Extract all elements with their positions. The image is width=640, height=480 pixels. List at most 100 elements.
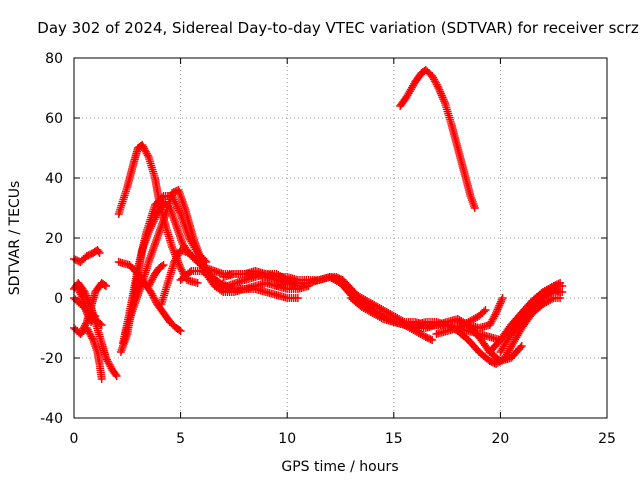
data-point: [177, 265, 186, 274]
data-point: [489, 314, 498, 323]
data-point: [168, 243, 177, 251]
data-marks: [70, 66, 567, 383]
y-axis-label: SDTVAR / TECUs: [7, 181, 23, 296]
y-tick-label: 60: [45, 111, 63, 127]
data-point: [138, 141, 147, 149]
data-point: [100, 281, 109, 289]
data-point: [430, 75, 439, 84]
data-point: [78, 326, 87, 335]
data-point: [428, 336, 437, 344]
data-point: [547, 283, 556, 291]
data-point: [105, 360, 114, 369]
data-point: [95, 249, 104, 257]
data-point: [97, 375, 106, 383]
data-point: [146, 288, 155, 296]
data-point: [74, 285, 83, 293]
data-point: [75, 286, 84, 295]
y-tick-label: -20: [40, 351, 63, 367]
data-point: [159, 261, 168, 269]
data-point: [168, 244, 177, 253]
data-point: [149, 293, 158, 302]
data-point: [439, 95, 448, 104]
y-tick-label: -40: [40, 411, 63, 427]
data-point: [440, 97, 449, 106]
y-tick-label: 80: [45, 51, 63, 67]
data-point: [94, 247, 103, 256]
data-point: [86, 330, 95, 339]
series-track-18: [272, 273, 437, 344]
data-point: [154, 208, 163, 217]
data-point: [172, 201, 181, 209]
x-tick-label: 10: [278, 431, 296, 447]
data-point: [517, 342, 526, 350]
data-point: [487, 317, 496, 326]
data-point: [436, 87, 445, 96]
data-point: [171, 256, 180, 265]
data-point: [158, 262, 167, 270]
data-point: [178, 267, 187, 276]
data-point: [112, 372, 121, 380]
data-point: [149, 273, 158, 282]
data-point: [85, 329, 94, 338]
data-point: [217, 286, 226, 295]
data-point: [97, 321, 106, 329]
data-point: [147, 276, 156, 285]
data-point: [75, 288, 84, 297]
data-point: [173, 251, 182, 260]
data-point: [106, 362, 115, 371]
data-point: [492, 309, 501, 317]
data-point: [77, 328, 86, 337]
data-point: [76, 330, 85, 338]
data-point: [436, 89, 445, 98]
axis-ticks: 0 5 10 15 20 25 -40 -20 0 20 40 60 80: [40, 51, 616, 447]
data-point: [141, 147, 150, 156]
data-point: [432, 80, 441, 89]
data-point: [83, 310, 92, 319]
series-track-6: [74, 285, 100, 326]
data-point: [90, 313, 99, 322]
data-point: [185, 268, 194, 277]
data-point: [80, 321, 89, 330]
data-point: [175, 262, 184, 271]
x-tick-label: 5: [176, 431, 185, 447]
data-point: [516, 343, 525, 352]
y-tick-label: 40: [45, 171, 63, 187]
data-point: [433, 82, 442, 91]
data-point: [150, 294, 159, 303]
y-tick-label: 20: [45, 231, 63, 247]
data-point: [293, 294, 302, 302]
series-track-23: [453, 294, 507, 332]
data-point: [485, 321, 494, 329]
data-point: [496, 299, 505, 308]
data-point: [76, 290, 85, 299]
series-track-28: [396, 66, 479, 212]
series-track-27: [517, 282, 567, 317]
data-point: [143, 151, 152, 160]
data-point: [470, 204, 479, 212]
data-point: [102, 355, 111, 364]
chart-title: Day 302 of 2024, Sidereal Day-to-day VTE…: [37, 19, 639, 37]
plot-frame: [73, 57, 608, 419]
data-point: [146, 278, 155, 287]
data-point: [430, 77, 439, 86]
data-point: [488, 315, 497, 324]
data-point: [145, 280, 154, 289]
data-point: [172, 252, 181, 261]
data-point: [490, 312, 499, 321]
data-point: [377, 314, 386, 322]
data-point: [481, 306, 490, 314]
data-point: [493, 305, 502, 314]
data-point: [169, 246, 178, 255]
data-point: [428, 72, 437, 80]
data-point: [175, 326, 184, 334]
data-point: [434, 84, 443, 92]
data-point: [158, 193, 167, 202]
data-point: [148, 275, 157, 284]
data-point: [437, 91, 446, 100]
data-point: [492, 307, 501, 316]
grid: [74, 58, 607, 418]
data-point: [497, 295, 506, 304]
data-point: [91, 312, 100, 320]
data-point: [435, 85, 444, 94]
